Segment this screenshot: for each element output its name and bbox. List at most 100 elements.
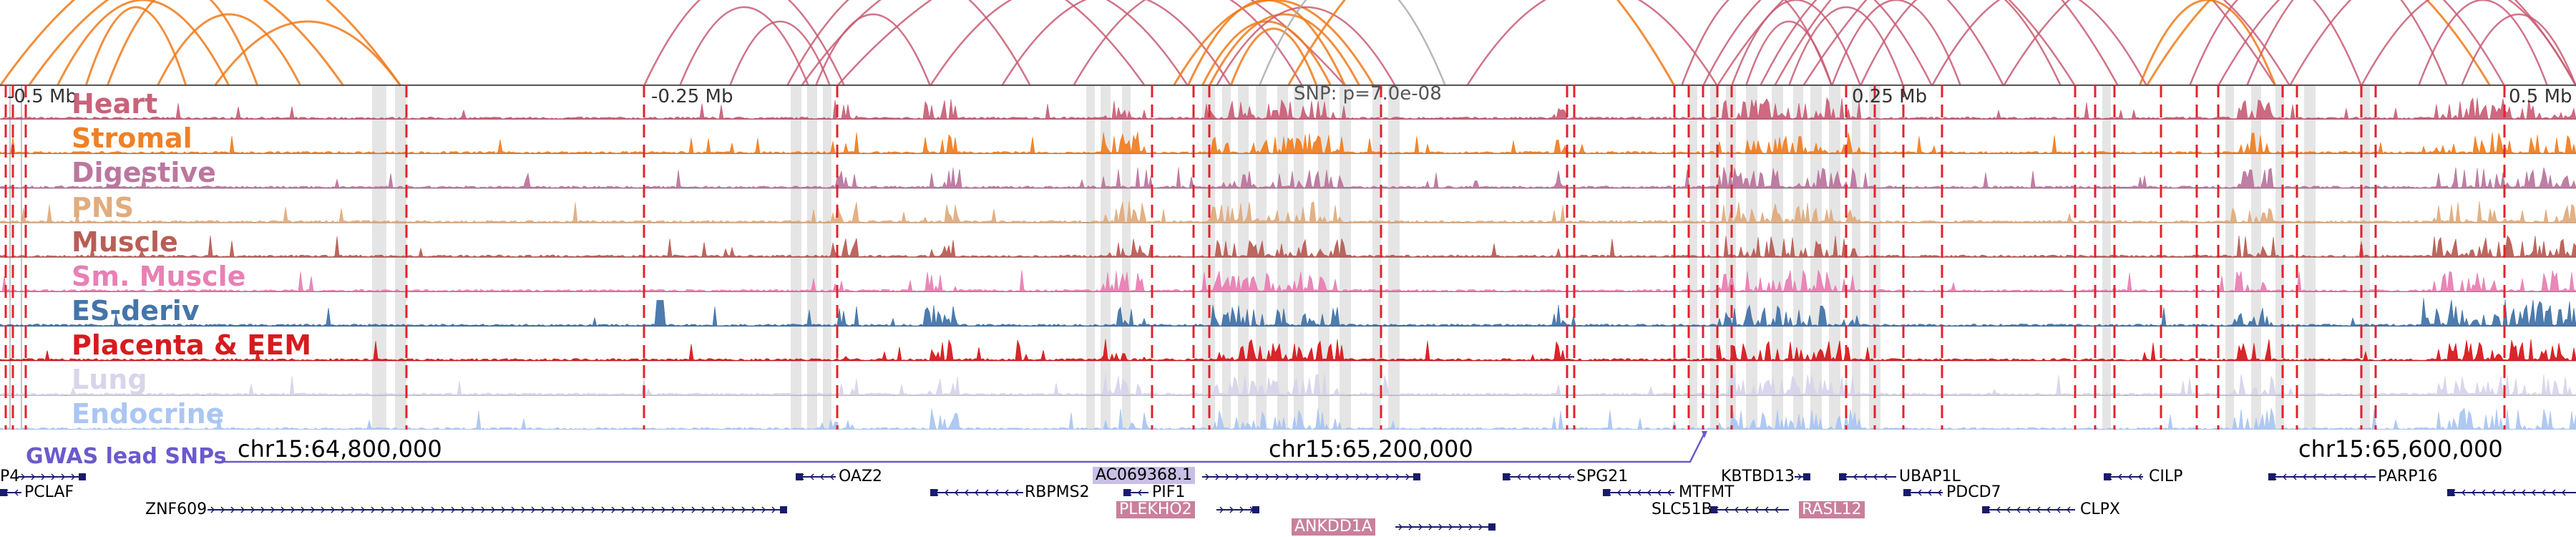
strand-arrow [1883,473,1888,480]
strand-arrow [1996,506,2001,513]
strand-arrow [210,506,215,513]
gene-clpx[interactable]: CLPX [2080,500,2120,518]
signal-track [0,132,2576,154]
strand-arrow [1215,473,1220,480]
gene-pif1[interactable]: PIF1 [1152,483,1186,501]
strand-arrow [351,506,356,513]
strand-arrow [651,506,656,513]
signal-track [0,235,2576,258]
strand-arrow [721,506,726,513]
strand-arrow [1385,473,1390,480]
strand-arrow [2127,473,2132,480]
gene-znf609[interactable]: ZNF609 [145,500,208,518]
strand-arrow [2481,489,2486,496]
strand-arrow [551,506,556,513]
strand-arrow [1315,473,1320,480]
gene-plekho2[interactable]: PLEKHO2 [1116,501,1195,518]
loop-arc [2188,0,2363,87]
signal-track [0,298,2576,326]
strand-arrow [2551,489,2556,496]
exon-block [2447,489,2454,496]
gene-slc51b[interactable]: SLC51B [1652,500,1712,518]
exon-block [1488,523,1496,531]
gene-oaz2[interactable]: OAZ2 [839,468,883,485]
strand-arrow [361,506,366,513]
loop-arc [156,13,302,87]
loop-arc [1208,13,1361,87]
strand-arrow [61,473,66,480]
gene-ubap1l[interactable]: UBAP1L [1899,468,1961,485]
strand-arrow [1325,473,1330,480]
strand-arrow [1345,473,1350,480]
strand-arrow [1937,489,1942,496]
loop-arc [1830,0,1962,87]
gene-spg21[interactable]: SPG21 [1576,468,1629,485]
coordinate-label-3: chr15:65,600,000 [2298,435,2503,463]
track-label-placenta: Placenta & EEM [72,329,312,361]
gene-pdcd7[interactable]: PDCD7 [1946,483,2001,501]
strand-arrow [401,506,406,513]
strand-arrow [260,506,265,513]
strand-arrow [1295,473,1300,480]
strand-arrow [1428,523,1433,531]
gene-pclaf[interactable]: PCLAF [24,483,74,501]
strand-arrow [1014,489,1019,496]
strand-arrow [1863,473,1868,480]
strand-arrow [280,506,286,513]
loop-arc [1215,6,1397,87]
exon-block [1123,489,1131,496]
strand-arrow [1255,473,1260,480]
strand-arrow [681,506,686,513]
loop-arc [1702,0,1933,87]
strand-arrow [1724,506,1729,513]
loop-arc [2138,0,2277,87]
gene-ankdd1a[interactable]: ANKDD1A [1292,518,1375,536]
strand-arrow [2511,489,2516,496]
strand-arrow [1219,506,1224,513]
exon-block [1413,473,1420,480]
strand-arrow [341,506,346,513]
gwas-lead-snps-label: GWAS lead SNPs [26,444,227,469]
track-label-lung: Lung [72,364,147,395]
strand-arrow [1646,489,1652,496]
strand-arrow [311,506,316,513]
strand-arrow [471,506,476,513]
strand-arrow [2461,489,2466,496]
loop-arc [728,20,831,87]
strand-arrow [31,473,36,480]
strand-arrow [1667,489,1672,496]
strand-arrow [1566,473,1571,480]
strand-arrow [21,473,26,480]
strand-arrow [1516,473,1521,480]
gene-parp16[interactable]: PARP16 [2378,468,2438,485]
axis-mid-left-label: -0.25 Mb [651,86,733,107]
strand-arrow [2312,473,2317,480]
strand-arrow [1754,506,1759,513]
axis-mid-right-label: 0.25 Mb [1852,86,1928,107]
gene-kbtbd13[interactable]: KBTBD13 [1721,468,1795,485]
loop-arc [2288,0,2576,87]
strand-arrow [2282,473,2287,480]
loop-arc [1000,0,1232,87]
gene-p4[interactable]: P4 [0,468,20,485]
exon-block [1603,489,1610,496]
strand-arrow [2026,506,2031,513]
loop-arcs [0,0,2576,87]
loop-arc [2460,14,2576,87]
gene-rbpms2[interactable]: RBPMS2 [1025,483,1090,501]
strand-arrow [2541,489,2546,496]
loop-arc [1787,6,1905,87]
gene-ac069368[interactable]: AC069368.1 [1093,467,1195,484]
track-label-stromal: Stromal [72,122,192,154]
exon-block [2104,473,2111,480]
gene-mtfmt[interactable]: MTFMT [1679,483,1735,501]
gene-track [0,431,2576,531]
strand-arrow [1468,523,1473,531]
strand-arrow [491,506,496,513]
exon-block [930,489,937,496]
strand-arrow [2322,473,2327,480]
strand-arrow [1853,473,1858,480]
gene-cilp[interactable]: CILP [2149,468,2183,485]
gene-rasl12[interactable]: RASL12 [1799,501,1865,518]
strand-arrow [521,506,526,513]
